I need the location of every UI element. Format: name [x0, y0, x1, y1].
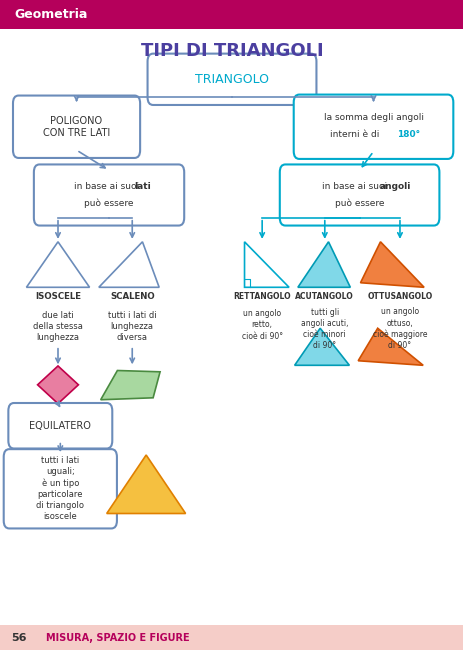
Text: 56: 56 [12, 632, 27, 643]
Polygon shape [99, 242, 159, 287]
Text: angoli: angoli [379, 182, 411, 191]
Text: un angolo
retto,
cioè di 90°: un angolo retto, cioè di 90° [241, 309, 282, 341]
Text: interni è di: interni è di [330, 130, 379, 139]
Polygon shape [297, 242, 350, 287]
Polygon shape [106, 455, 185, 514]
Polygon shape [100, 370, 160, 400]
Polygon shape [357, 328, 422, 365]
Polygon shape [294, 328, 349, 365]
FancyBboxPatch shape [293, 94, 452, 159]
FancyBboxPatch shape [34, 164, 184, 226]
Text: ISOSCELE: ISOSCELE [35, 292, 81, 301]
Text: due lati
della stessa
lunghezza: due lati della stessa lunghezza [33, 311, 83, 342]
Text: MISURA, SPAZIO E FIGURE: MISURA, SPAZIO E FIGURE [46, 632, 190, 643]
Polygon shape [38, 366, 78, 404]
Polygon shape [26, 242, 89, 287]
FancyBboxPatch shape [8, 403, 112, 448]
FancyBboxPatch shape [0, 625, 463, 650]
Text: tutti i lati
uguali;
è un tipo
particolare
di triangolo
isoscele: tutti i lati uguali; è un tipo particola… [36, 456, 84, 521]
Text: tutti gli
angoli acuti,
cioè minori
di 90°: tutti gli angoli acuti, cioè minori di 9… [300, 307, 348, 350]
Text: RETTANGOLO: RETTANGOLO [233, 292, 290, 301]
FancyBboxPatch shape [147, 54, 316, 105]
FancyBboxPatch shape [279, 164, 438, 226]
FancyBboxPatch shape [0, 0, 463, 29]
Text: TIPI DI TRIANGOLI: TIPI DI TRIANGOLI [140, 42, 323, 60]
Text: SCALENO: SCALENO [110, 292, 154, 301]
Text: OTTUSANGOLO: OTTUSANGOLO [367, 292, 432, 301]
Text: può essere: può essere [334, 198, 383, 207]
Text: un angolo
ottuso,
cioè maggiore
di 90°: un angolo ottuso, cioè maggiore di 90° [372, 307, 426, 350]
Text: POLIGONO
CON TRE LATI: POLIGONO CON TRE LATI [43, 116, 110, 138]
Text: tutti i lati di
lunghezza
diversa: tutti i lati di lunghezza diversa [108, 311, 156, 342]
Text: lati: lati [134, 182, 150, 191]
FancyBboxPatch shape [4, 449, 117, 528]
Text: in base ai suoi: in base ai suoi [74, 182, 139, 191]
Polygon shape [244, 242, 288, 287]
Text: Geometria: Geometria [14, 8, 87, 21]
Polygon shape [360, 242, 423, 287]
Text: la somma degli angoli: la somma degli angoli [323, 112, 423, 122]
Text: può essere: può essere [84, 198, 133, 207]
Text: ACUTANGOLO: ACUTANGOLO [295, 292, 353, 301]
FancyBboxPatch shape [13, 96, 140, 158]
Text: TRIANGOLO: TRIANGOLO [194, 73, 269, 86]
Text: in base ai suoi: in base ai suoi [322, 182, 387, 191]
Text: EQUILATERO: EQUILATERO [29, 421, 91, 431]
Text: 180°: 180° [396, 130, 419, 139]
